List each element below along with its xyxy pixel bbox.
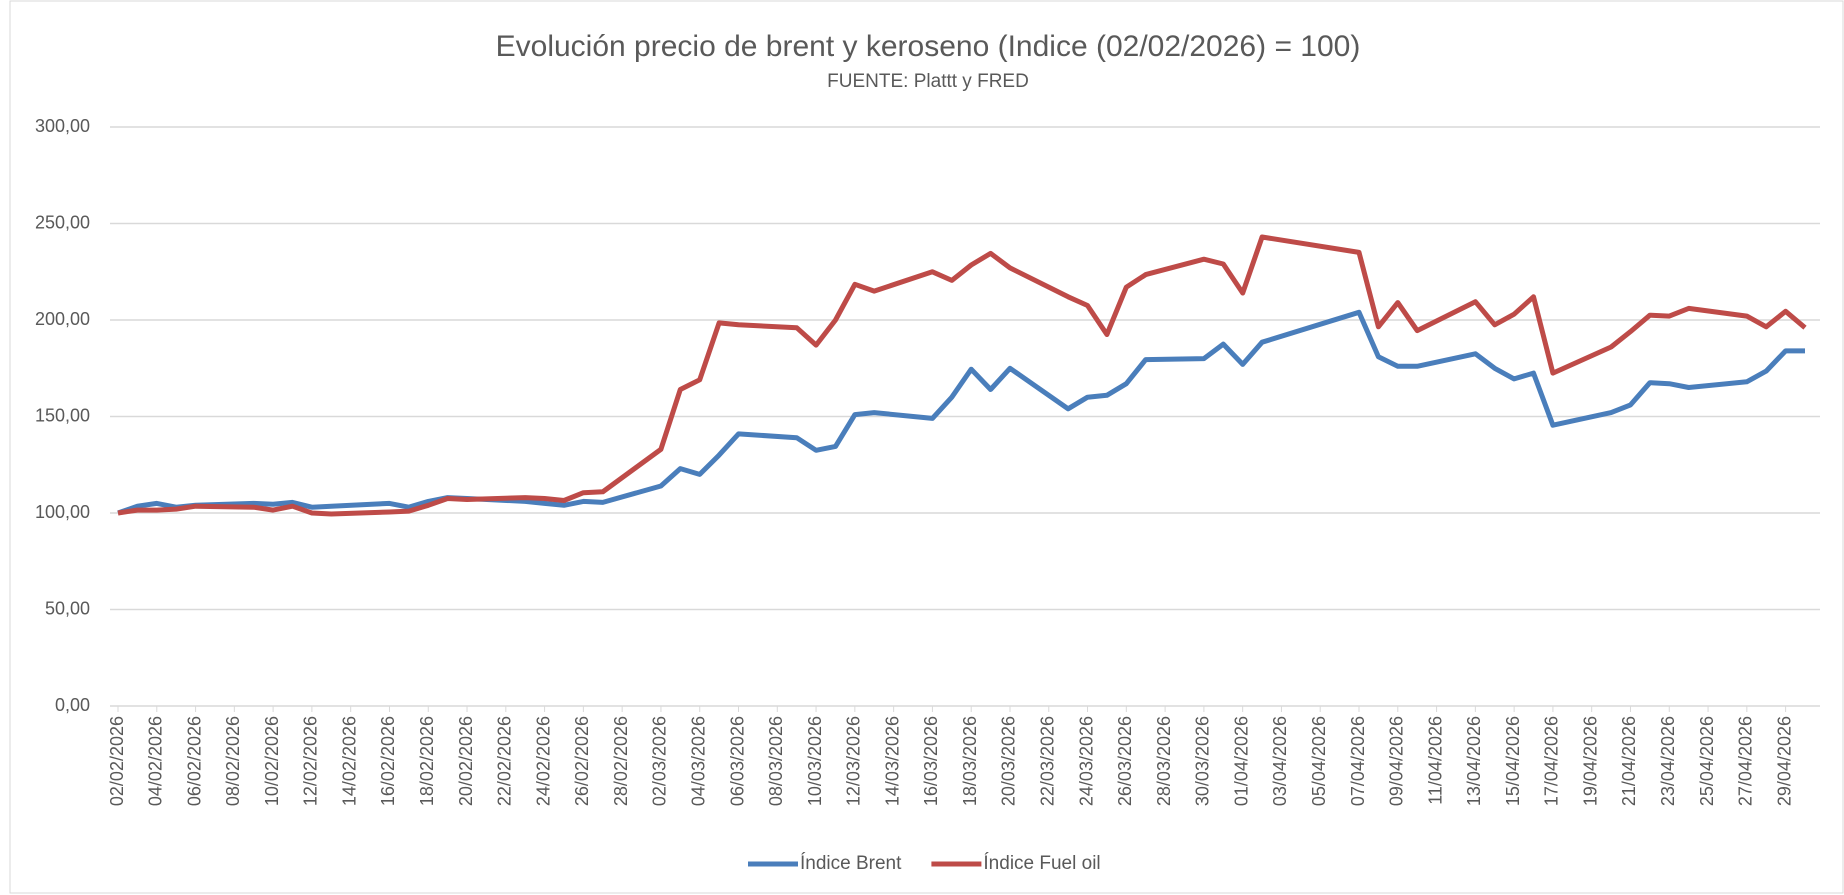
x-tick-label: 02/02/2026 <box>107 716 127 806</box>
x-tick-label: 09/04/2026 <box>1387 716 1407 806</box>
y-tick-label: 150,00 <box>35 405 90 425</box>
x-tick-label: 10/02/2026 <box>262 716 282 806</box>
x-tick-label: 02/03/2026 <box>650 716 670 806</box>
chart-title: Evolución precio de brent y keroseno (In… <box>496 30 1361 63</box>
x-tick-label: 08/03/2026 <box>766 716 786 806</box>
y-tick-label: 200,00 <box>35 309 90 329</box>
y-tick-label: 50,00 <box>45 598 90 618</box>
x-tick-label: 22/03/2026 <box>1038 716 1058 806</box>
x-tick-label: 04/03/2026 <box>688 716 708 806</box>
y-tick-label: 300,00 <box>35 116 90 136</box>
x-tick-label: 11/04/2026 <box>1425 716 1445 805</box>
x-tick-label: 25/04/2026 <box>1697 716 1717 806</box>
x-tick-label: 18/03/2026 <box>960 716 980 806</box>
x-tick-label: 18/02/2026 <box>417 716 437 806</box>
x-tick-label: 01/04/2026 <box>1231 716 1251 806</box>
x-tick-label: 04/02/2026 <box>146 716 166 806</box>
x-tick-label: 19/04/2026 <box>1580 716 1600 806</box>
x-tick-label: 08/02/2026 <box>223 716 243 806</box>
x-tick-label: 22/02/2026 <box>495 716 515 806</box>
legend-label: Índice Brent <box>800 853 902 874</box>
x-tick-label: 17/04/2026 <box>1542 716 1562 806</box>
x-tick-label: 12/02/2026 <box>301 716 321 806</box>
x-tick-label: 12/03/2026 <box>844 716 864 806</box>
x-tick-label: 06/02/2026 <box>184 716 204 806</box>
x-tick-label: 24/03/2026 <box>1076 716 1096 806</box>
x-tick-label: 29/04/2026 <box>1774 716 1794 806</box>
x-tick-label: 16/02/2026 <box>378 716 398 806</box>
x-tick-label: 07/04/2026 <box>1348 716 1368 806</box>
x-tick-label: 14/03/2026 <box>882 716 902 806</box>
x-tick-label: 13/04/2026 <box>1464 716 1484 806</box>
series-line <box>117 234 1807 517</box>
x-tick-label: 24/02/2026 <box>533 716 553 806</box>
x-tick-label: 06/03/2026 <box>727 716 747 806</box>
x-tick-label: 20/02/2026 <box>456 716 476 806</box>
x-tick-label: 28/02/2026 <box>611 716 631 806</box>
y-tick-label: 0,00 <box>55 695 90 715</box>
x-tick-label: 21/04/2026 <box>1619 716 1639 806</box>
x-tick-label: 16/03/2026 <box>921 716 941 806</box>
x-tick-label: 20/03/2026 <box>999 716 1019 806</box>
x-tick-label: 30/03/2026 <box>1193 716 1213 806</box>
x-tick-label: 15/04/2026 <box>1503 716 1523 806</box>
x-tick-label: 05/04/2026 <box>1309 716 1329 806</box>
x-tick-label: 26/03/2026 <box>1115 716 1135 806</box>
chart-subtitle: FUENTE: Plattt y FRED <box>827 71 1029 92</box>
x-tick-label: 26/02/2026 <box>572 716 592 806</box>
x-tick-label: 27/04/2026 <box>1736 716 1756 806</box>
x-tick-label: 28/03/2026 <box>1154 716 1174 806</box>
x-tick-label: 10/03/2026 <box>805 716 825 806</box>
x-tick-label: 14/02/2026 <box>339 716 359 806</box>
x-tick-label: 03/04/2026 <box>1270 716 1290 806</box>
x-tick-label: 23/04/2026 <box>1658 716 1678 806</box>
series-line <box>117 309 1805 516</box>
y-tick-label: 100,00 <box>35 502 90 522</box>
legend-label: Índice Fuel oil <box>983 853 1100 874</box>
chart-border <box>9 0 1844 894</box>
y-tick-label: 250,00 <box>35 212 90 232</box>
